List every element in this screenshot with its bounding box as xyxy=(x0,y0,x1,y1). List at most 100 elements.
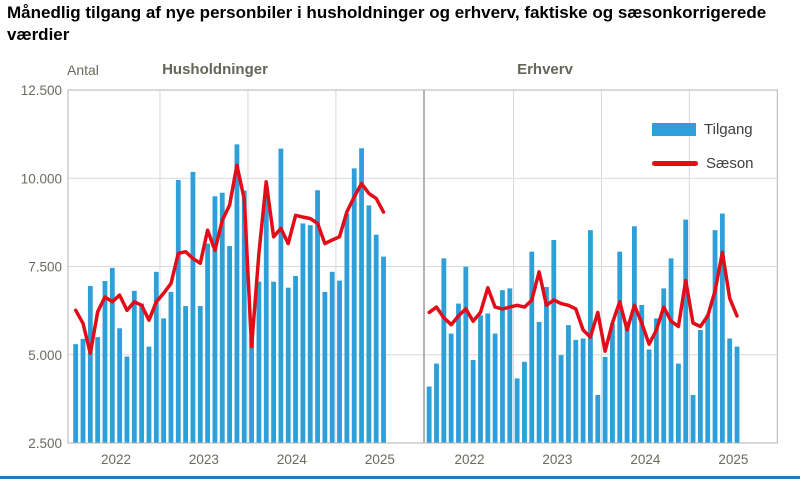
bar xyxy=(566,325,571,443)
bar xyxy=(529,251,535,443)
bar xyxy=(705,315,711,443)
bar xyxy=(448,333,454,443)
saeson-line-husholdninger xyxy=(73,163,386,356)
bar xyxy=(322,291,328,443)
panel-border xyxy=(424,89,778,444)
bar xyxy=(580,338,586,443)
bar xyxy=(161,318,167,443)
y-axis-unit-label: Antal xyxy=(67,62,99,78)
panel-erhverv: 2022 2023 2024 2025 xyxy=(424,89,778,467)
bar xyxy=(73,344,79,443)
bar xyxy=(373,234,379,443)
bar xyxy=(624,321,630,443)
bar xyxy=(602,356,608,443)
bar xyxy=(544,286,549,443)
bar xyxy=(366,205,372,443)
bar xyxy=(300,223,306,443)
bar xyxy=(595,394,601,443)
bar xyxy=(124,356,130,443)
bar xyxy=(727,338,733,443)
bar xyxy=(573,339,579,443)
bar xyxy=(153,271,159,443)
bar xyxy=(675,363,681,443)
bar xyxy=(492,333,498,443)
bar xyxy=(719,213,725,443)
bar xyxy=(117,328,123,443)
y-tick-label: 10.000 xyxy=(21,171,62,186)
bar xyxy=(227,246,232,443)
bar xyxy=(610,323,615,443)
bar xyxy=(87,285,93,443)
bar xyxy=(212,196,218,443)
bar xyxy=(456,303,461,443)
x-tick-label: 2023 xyxy=(189,452,219,467)
bar xyxy=(500,290,505,443)
legend-label-saeson: Sæson xyxy=(706,154,754,172)
bar xyxy=(690,394,696,443)
bar xyxy=(249,336,254,443)
bar xyxy=(514,378,520,443)
bar xyxy=(285,287,291,443)
bar xyxy=(146,346,152,443)
bar xyxy=(697,330,703,443)
legend-row-tilgang: Tilgang xyxy=(652,117,754,141)
y-tick-label: 7.500 xyxy=(28,260,62,275)
bar xyxy=(558,355,564,443)
x-tick-label: 2022 xyxy=(454,452,484,467)
bar xyxy=(241,190,247,443)
bar xyxy=(263,185,269,443)
bar xyxy=(131,290,137,443)
bar xyxy=(344,213,350,443)
bar xyxy=(470,360,476,443)
bar xyxy=(351,168,357,443)
bar xyxy=(197,306,203,443)
bar xyxy=(109,267,115,443)
bar xyxy=(654,318,659,443)
bar xyxy=(426,386,432,443)
y-tick-label: 2.500 xyxy=(28,436,62,451)
x-tick-label: 2023 xyxy=(542,452,572,467)
bar xyxy=(168,291,174,443)
bar xyxy=(278,148,284,443)
bar xyxy=(434,363,439,443)
bar xyxy=(95,337,101,443)
saeson-line-erhverv xyxy=(427,250,739,353)
bar xyxy=(256,281,262,443)
x-tick-label: 2025 xyxy=(365,452,395,467)
panel-title-husholdninger: Husholdninger xyxy=(162,61,268,78)
bar xyxy=(337,280,342,443)
panel-title-erhverv: Erhverv xyxy=(517,61,573,78)
bar xyxy=(293,276,298,443)
y-tick-label: 12.500 xyxy=(21,83,62,98)
bar xyxy=(139,303,145,443)
bar xyxy=(485,313,491,443)
bar xyxy=(234,144,240,444)
legend: Tilgang Sæson xyxy=(652,117,754,185)
bar xyxy=(522,361,527,443)
panel-husholdninger: 2022 2023 2024 2025 xyxy=(67,89,424,467)
legend-row-saeson: Sæson xyxy=(652,151,754,175)
bar xyxy=(463,266,469,443)
bar xyxy=(359,148,364,443)
bar xyxy=(683,219,689,443)
legend-bar-swatch-icon xyxy=(652,122,696,136)
tilgang-bars-husholdninger xyxy=(73,144,386,444)
bar xyxy=(712,230,718,443)
bar xyxy=(668,258,674,443)
bar xyxy=(190,171,196,443)
bar xyxy=(639,304,645,443)
x-tick-label: 2025 xyxy=(718,452,748,467)
y-tick-label: 5.000 xyxy=(28,348,62,363)
bar xyxy=(632,226,637,443)
bar xyxy=(329,271,335,443)
bar xyxy=(441,258,447,443)
legend-label-tilgang: Tilgang xyxy=(704,120,753,138)
bar xyxy=(307,225,313,443)
bar xyxy=(381,256,386,443)
bottom-accent-rule xyxy=(0,476,800,479)
x-tick-label: 2024 xyxy=(277,452,308,467)
bar xyxy=(315,190,320,443)
bar xyxy=(271,281,276,443)
bar xyxy=(80,338,86,443)
